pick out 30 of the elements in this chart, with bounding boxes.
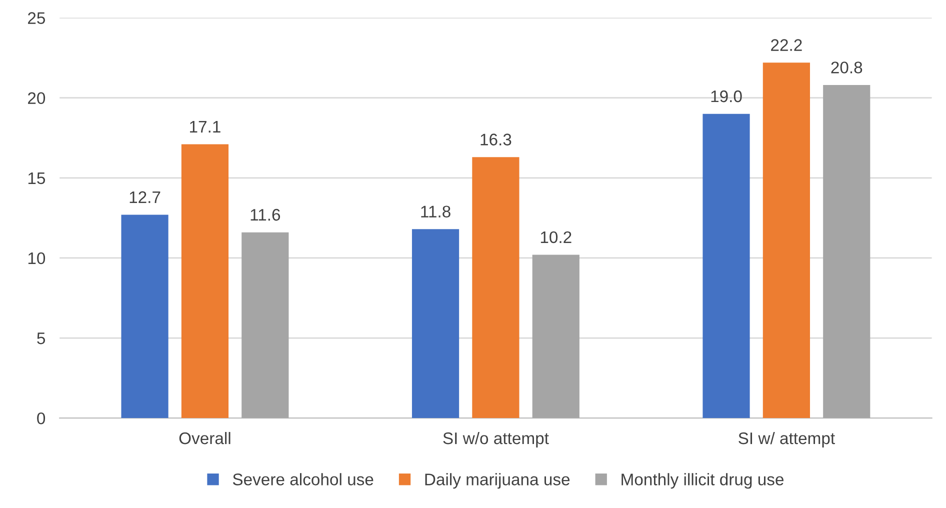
data-label: 11.8	[421, 206, 450, 218]
y-tick-label: 0	[37, 412, 46, 424]
data-label: 22.2	[771, 39, 802, 51]
data-label: 12.7	[130, 191, 160, 203]
bar	[702, 114, 750, 418]
data-label: 17.1	[190, 121, 220, 132]
y-tick-label: 25	[28, 12, 46, 24]
bar	[532, 254, 580, 418]
y-tick-label: 15	[28, 172, 46, 184]
bar	[181, 144, 229, 418]
bar	[412, 229, 460, 418]
bar	[823, 85, 870, 418]
legend-label: Severe alcohol use	[232, 473, 374, 486]
data-label: 11.6	[250, 208, 280, 221]
data-label: 19.0	[711, 90, 742, 102]
legend-label: Monthly illicit drug use	[622, 473, 784, 489]
bar	[121, 214, 168, 418]
x-tick-label: Overall	[179, 432, 230, 444]
x-tick-label: SI w/o attempt	[443, 432, 549, 448]
bar	[242, 232, 289, 418]
bar	[762, 62, 810, 418]
legend-label: Daily marijuana use	[425, 473, 570, 489]
y-tick-label: 10	[28, 252, 46, 264]
data-label: 20.8	[831, 62, 862, 74]
data-label: 10.2	[540, 231, 572, 244]
y-tick-label: 20	[28, 92, 46, 104]
x-tick-label: SI w/ attempt	[738, 432, 835, 448]
bar	[472, 157, 520, 418]
data-label: 16.3	[480, 134, 512, 146]
y-tick-label: 5	[37, 332, 46, 344]
